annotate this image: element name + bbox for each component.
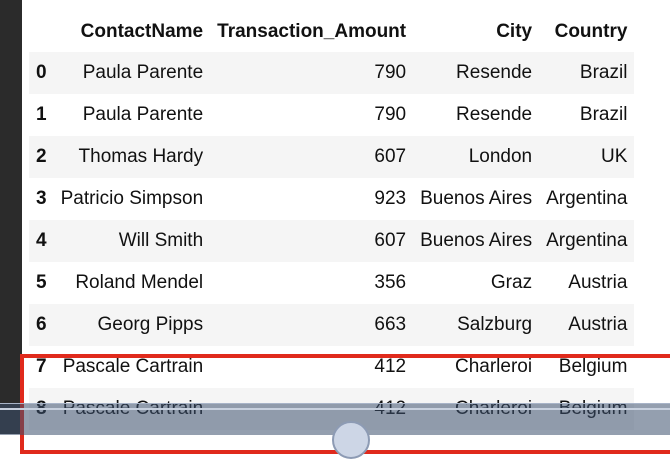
table-row: 7 Pascale Cartrain 412 Charleroi Belgium — [29, 346, 635, 388]
column-header-city: City — [496, 21, 533, 42]
cell-contactname: Roland Mendel — [75, 272, 204, 293]
cell-country: Argentina — [546, 230, 628, 251]
column-header-transaction-amount: Transaction_Amount — [217, 21, 407, 42]
row-index: 2 — [36, 146, 47, 167]
cell-city: Buenos Aires — [420, 188, 533, 209]
dataframe-table: ContactName Transaction_Amount City Coun… — [29, 12, 635, 430]
cell-transaction-amount: 412 — [374, 356, 407, 377]
table-row: 2 Thomas Hardy 607 London UK — [29, 136, 635, 178]
cell-contactname: Pascale Cartrain — [62, 356, 204, 377]
column-header-contactname: ContactName — [80, 21, 204, 42]
cell-city: Resende — [456, 104, 533, 125]
cell-contactname: Thomas Hardy — [78, 146, 204, 167]
row-index: 5 — [36, 272, 47, 293]
table-row: 6 Georg Pipps 663 Salzburg Austria — [29, 304, 635, 346]
column-header-country: Country — [554, 21, 628, 42]
table-row: 3 Patricio Simpson 923 Buenos Aires Arge… — [29, 178, 635, 220]
cell-transaction-amount: 607 — [374, 230, 407, 251]
cell-transaction-amount: 923 — [374, 188, 407, 209]
cell-country: Belgium — [558, 356, 628, 377]
cell-country: Argentina — [546, 188, 628, 209]
index-header — [29, 12, 54, 52]
row-index: 3 — [36, 188, 47, 209]
cell-country: Austria — [568, 272, 628, 293]
cell-transaction-amount: 607 — [374, 146, 407, 167]
cell-city: Charleroi — [455, 356, 533, 377]
table-row: 0 Paula Parente 790 Resende Brazil — [29, 52, 635, 94]
cell-contactname: Paula Parente — [82, 104, 204, 125]
row-index: 4 — [36, 230, 47, 251]
cell-transaction-amount: 790 — [374, 104, 407, 125]
table-row: 4 Will Smith 607 Buenos Aires Argentina — [29, 220, 635, 262]
row-index: 1 — [36, 104, 47, 125]
cell-country: Brazil — [579, 104, 628, 125]
cell-country: Austria — [568, 314, 628, 335]
cell-city: Graz — [490, 272, 533, 293]
cell-country: Brazil — [579, 62, 628, 83]
cell-contactname: Paula Parente — [82, 62, 204, 83]
cell-city: Salzburg — [457, 314, 533, 335]
table-row: 1 Paula Parente 790 Resende Brazil — [29, 94, 635, 136]
cell-contactname: Patricio Simpson — [60, 188, 204, 209]
cell-transaction-amount: 356 — [374, 272, 407, 293]
cell-city: Resende — [456, 62, 533, 83]
row-index: 7 — [36, 356, 47, 377]
cell-transaction-amount: 790 — [374, 62, 407, 83]
cell-contactname: Will Smith — [118, 230, 204, 251]
cell-transaction-amount: 663 — [374, 314, 407, 335]
dataframe-output: ContactName Transaction_Amount City Coun… — [22, 0, 670, 434]
header-row: ContactName Transaction_Amount City Coun… — [29, 12, 634, 52]
scrub-handle[interactable] — [332, 421, 370, 459]
row-index: 0 — [36, 62, 47, 83]
table-row: 5 Roland Mendel 356 Graz Austria — [29, 262, 635, 304]
cell-contactname: Georg Pipps — [97, 314, 204, 335]
cell-city: London — [468, 146, 533, 167]
cell-country: UK — [601, 146, 628, 167]
cell-city: Buenos Aires — [420, 230, 533, 251]
progress-track[interactable] — [0, 408, 670, 410]
row-index: 6 — [36, 314, 47, 335]
left-dark-bar — [0, 0, 22, 434]
